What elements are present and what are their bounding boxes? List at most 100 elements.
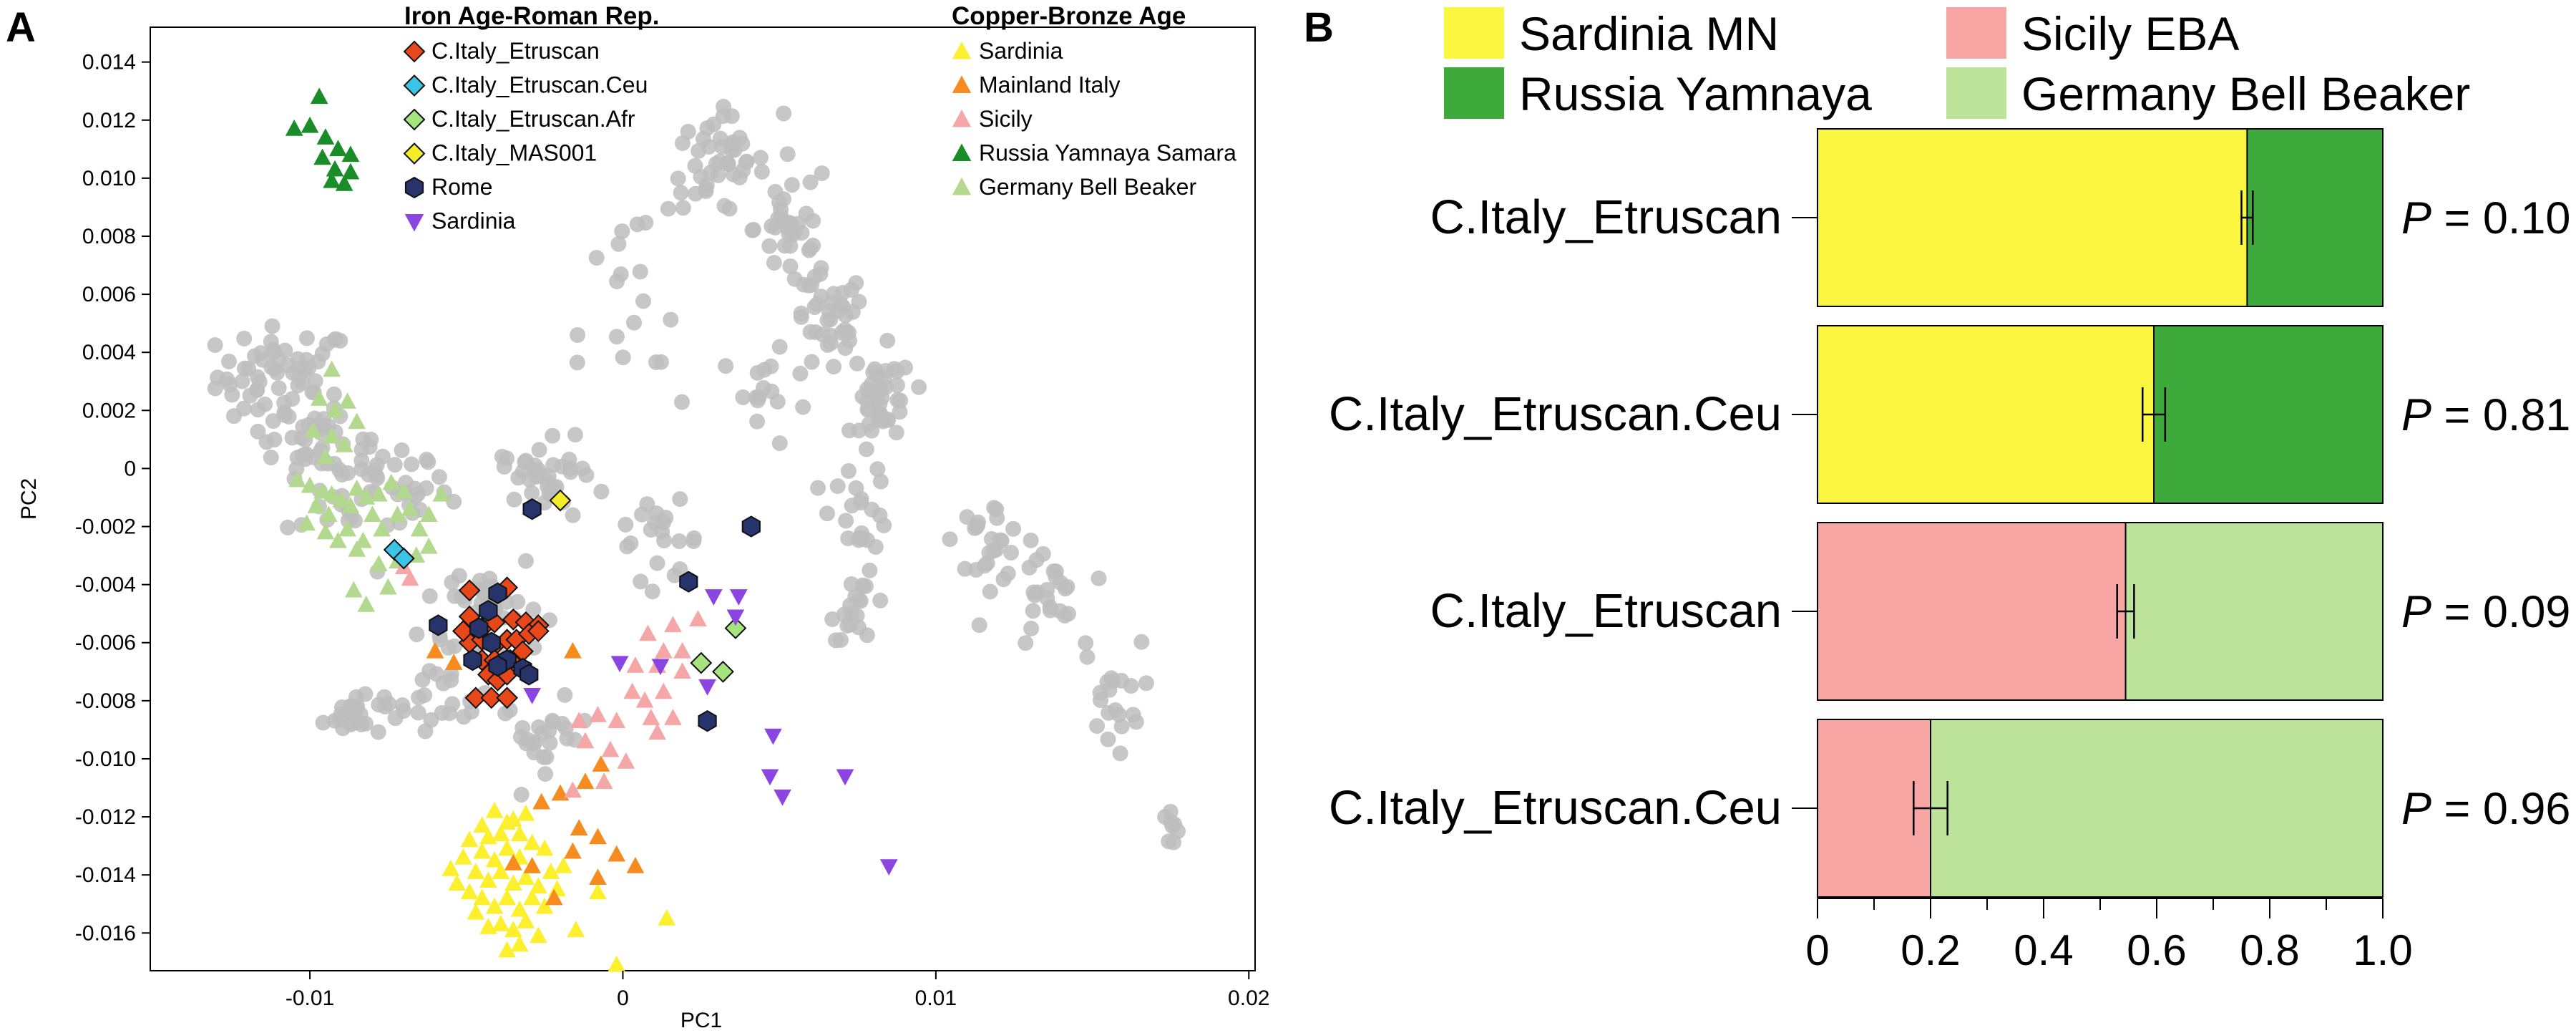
reference-point [451,568,467,584]
reference-point [207,336,223,353]
reference-point [806,299,823,316]
sample-point [764,728,782,745]
sample-point [364,505,381,523]
reference-point [830,303,847,319]
sample-point [698,679,716,696]
sample-point [635,691,654,708]
reference-point [672,491,688,508]
reference-point [735,389,751,405]
sample-point [530,877,547,894]
reference-point [545,712,561,729]
sample-point [639,624,657,641]
sample-point [369,485,388,502]
admixture-x-axis: 0 0.2 0.4 0.6 0.8 1.0 [1805,898,2413,974]
sample-point [589,828,607,845]
sample-point [626,656,645,673]
sample-point [545,888,563,906]
reference-point [848,275,864,291]
legend-swatch [1946,7,2006,59]
reference-point [781,225,797,242]
reference-point [849,355,865,372]
reference-point [357,686,374,702]
sample-point [323,485,341,502]
bar-segment [2154,326,2383,503]
reference-point [1161,833,1177,850]
reference-point [844,304,861,320]
reference-point [567,732,583,748]
legend-marker [403,108,426,131]
reference-point [852,593,869,609]
sample-point [480,687,503,709]
reference-point [859,627,875,644]
sample-point [608,712,626,728]
sample-point [338,520,356,537]
sample-point [323,360,341,377]
legend-entry: Germany Bell Beaker [979,174,1196,200]
bar-category-label: C.Italy_Etruscan.Ceu [1329,781,1782,835]
sample-point [589,706,607,722]
legend-marker [403,142,426,165]
sample-point [535,897,554,914]
sample-point [673,641,691,659]
sample-point [651,659,670,676]
sample-point [488,582,507,604]
sample-point [426,641,444,659]
reference-point [265,341,281,358]
reference-point [766,255,782,271]
reference-point [889,377,905,394]
sample-point [441,860,460,876]
reference-point [331,712,347,728]
reference-point [749,413,766,430]
reference-point [496,458,512,475]
legend-marker [403,74,426,97]
sample-point [726,609,745,626]
reference-point [326,386,342,402]
sample-point [301,116,319,133]
reference-point [263,359,280,376]
bar-category-label: C.Italy_Etruscan [1430,584,1782,638]
reference-point [506,491,522,508]
reference-point [421,588,438,604]
reference-point [537,766,554,782]
reference-point [1025,603,1041,619]
sample-point [348,540,366,557]
sample-point [549,489,572,512]
sample-point [463,649,482,671]
sample-point [704,589,723,606]
reference-point [796,276,812,293]
reference-point [270,380,287,397]
reference-point [567,427,583,443]
reference-point [802,324,819,340]
sample-point [323,427,341,444]
reference-point [982,583,998,600]
reference-point [748,389,764,405]
reference-point [570,326,586,343]
sample-point [373,520,391,537]
reference-point [284,391,301,407]
sample-point [576,772,595,790]
sample-point [382,473,401,490]
reference-point [588,250,605,266]
reference-point [626,314,643,331]
reference-point [658,510,674,526]
reference-point [805,213,821,229]
reference-point [258,434,275,450]
reference-point [410,485,426,502]
sample-point [392,547,415,570]
sample-point [564,842,582,859]
y-tick-label: 0.014 [82,51,136,74]
reference-point [892,392,909,409]
reference-point [301,359,317,376]
reference-point [428,666,444,682]
reference-point [872,592,889,608]
reference-point [614,223,630,240]
reference-point [220,353,237,369]
legend-heading: Iron Age-Roman Rep. [404,2,660,30]
sample-point [429,614,448,636]
reference-point [644,583,660,600]
y-tick-label: 0.004 [82,341,136,364]
sample-point [326,160,344,177]
sample-point [389,505,406,523]
reference-point [971,617,987,634]
reference-point [639,496,655,513]
